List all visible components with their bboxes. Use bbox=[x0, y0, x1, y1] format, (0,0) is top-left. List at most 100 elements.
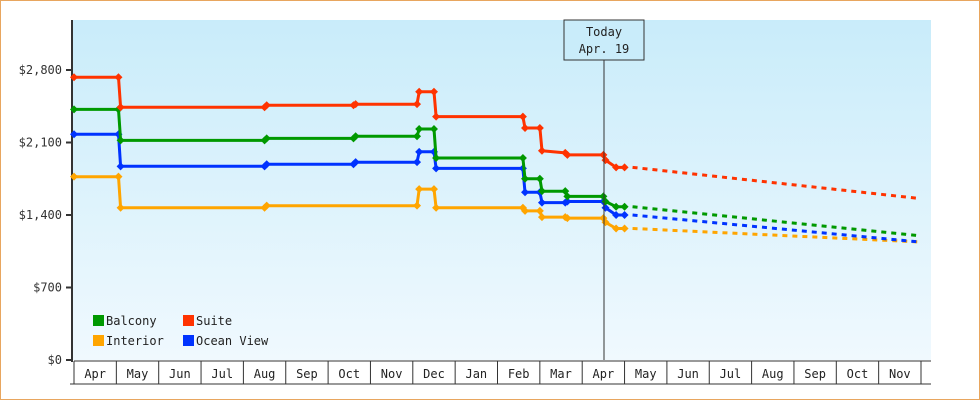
plot-area bbox=[72, 20, 931, 360]
x-month-label: Nov bbox=[889, 367, 911, 381]
data-point-marker[interactable] bbox=[620, 163, 629, 172]
x-month-label: Nov bbox=[381, 367, 403, 381]
x-month-label: May bbox=[635, 367, 657, 381]
y-tick-label: $2,800 bbox=[19, 63, 62, 77]
today-date: Apr. 19 bbox=[579, 42, 630, 56]
data-point-marker[interactable] bbox=[116, 162, 125, 171]
legend-item-interior[interactable]: Interior bbox=[93, 334, 164, 348]
data-point-marker[interactable] bbox=[432, 164, 441, 173]
legend-swatch bbox=[183, 315, 194, 326]
data-point-marker[interactable] bbox=[70, 105, 78, 114]
y-tick-label: $1,400 bbox=[19, 208, 62, 222]
x-month-label: Jul bbox=[720, 367, 742, 381]
legend-item-ocean-view[interactable]: Ocean View bbox=[183, 334, 269, 348]
forecast-line bbox=[632, 205, 920, 238]
data-point-marker[interactable] bbox=[413, 100, 422, 109]
data-point-marker[interactable] bbox=[351, 158, 360, 167]
data-point-marker[interactable] bbox=[563, 150, 572, 159]
forecast-line bbox=[632, 213, 920, 244]
x-month-label: Aug bbox=[254, 367, 276, 381]
data-point-marker[interactable] bbox=[432, 112, 441, 121]
series-lines bbox=[70, 73, 920, 244]
legend-item-balcony[interactable]: Balcony bbox=[93, 314, 157, 328]
data-point-marker[interactable] bbox=[612, 163, 621, 172]
data-point-marker[interactable] bbox=[262, 160, 271, 169]
data-point-marker[interactable] bbox=[620, 211, 629, 219]
data-point-marker[interactable] bbox=[415, 185, 424, 194]
today-label: Today bbox=[586, 25, 622, 39]
y-tick-label: $2,100 bbox=[19, 136, 62, 150]
data-point-marker[interactable] bbox=[114, 172, 123, 181]
data-point-marker[interactable] bbox=[415, 147, 424, 156]
data-point-marker[interactable] bbox=[535, 124, 544, 132]
legend-label: Interior bbox=[106, 334, 164, 348]
data-point-marker[interactable] bbox=[521, 174, 530, 183]
data-point-marker[interactable] bbox=[601, 203, 610, 212]
data-point-marker[interactable] bbox=[351, 100, 360, 109]
x-month-label: Mar bbox=[550, 367, 572, 381]
data-point-marker[interactable] bbox=[521, 206, 530, 215]
series-suite bbox=[70, 73, 920, 200]
data-point-marker[interactable] bbox=[415, 125, 424, 134]
data-point-marker[interactable] bbox=[563, 214, 572, 223]
data-point-marker[interactable] bbox=[415, 87, 424, 96]
data-point-marker[interactable] bbox=[537, 213, 546, 222]
data-point-marker[interactable] bbox=[601, 156, 610, 165]
data-point-marker[interactable] bbox=[413, 158, 422, 167]
data-point-marker[interactable] bbox=[70, 130, 78, 139]
data-point-marker[interactable] bbox=[116, 203, 125, 212]
data-point-marker[interactable] bbox=[429, 185, 438, 194]
y-axis: $0 $700 $1,400 $2,100 $2,800 bbox=[19, 20, 73, 367]
x-month-label: Apr bbox=[84, 367, 106, 381]
x-month-label: Dec bbox=[423, 367, 445, 381]
x-month-label: Aug bbox=[762, 367, 784, 381]
data-point-marker[interactable] bbox=[620, 224, 629, 233]
data-point-marker[interactable] bbox=[535, 206, 544, 215]
data-point-marker[interactable] bbox=[601, 197, 610, 206]
data-point-marker[interactable] bbox=[612, 202, 621, 211]
data-point-marker[interactable] bbox=[116, 103, 125, 112]
data-point-marker[interactable] bbox=[601, 218, 610, 227]
x-month-label: Sep bbox=[804, 367, 826, 381]
data-point-marker[interactable] bbox=[432, 203, 441, 212]
data-point-marker[interactable] bbox=[612, 224, 621, 233]
data-point-marker[interactable] bbox=[70, 73, 78, 82]
x-month-label: Jul bbox=[211, 367, 233, 381]
data-point-marker[interactable] bbox=[537, 198, 546, 207]
legend-swatch bbox=[93, 335, 104, 346]
data-point-marker[interactable] bbox=[521, 188, 530, 197]
x-axis: Apr May Jun Jul Aug Sep Oct Nov Dec Jan Feb Mar Apr M… bbox=[70, 360, 931, 385]
data-point-marker[interactable] bbox=[535, 174, 544, 183]
x-month-label: Jan bbox=[465, 367, 487, 381]
data-point-marker[interactable] bbox=[413, 132, 422, 141]
data-point-marker[interactable] bbox=[429, 125, 438, 134]
legend-swatch bbox=[93, 315, 104, 326]
data-point-marker[interactable] bbox=[413, 201, 422, 210]
data-point-marker[interactable] bbox=[563, 197, 572, 206]
data-point-marker[interactable] bbox=[70, 172, 78, 181]
legend-swatch bbox=[183, 335, 194, 346]
x-month-label: Oct bbox=[338, 367, 360, 381]
data-point-marker[interactable] bbox=[114, 73, 123, 82]
legend-label: Balcony bbox=[106, 314, 157, 328]
data-point-marker[interactable] bbox=[262, 134, 271, 143]
data-point-marker[interactable] bbox=[612, 211, 621, 219]
data-point-marker[interactable] bbox=[262, 101, 271, 110]
data-point-marker[interactable] bbox=[537, 146, 546, 155]
data-point-marker[interactable] bbox=[521, 124, 530, 132]
legend-label: Ocean View bbox=[196, 334, 269, 348]
data-point-marker[interactable] bbox=[351, 132, 360, 141]
series-interior bbox=[70, 172, 920, 244]
data-point-marker[interactable] bbox=[620, 202, 629, 211]
data-point-marker[interactable] bbox=[563, 192, 572, 201]
data-point-marker[interactable] bbox=[432, 154, 441, 163]
data-point-marker[interactable] bbox=[262, 201, 271, 210]
legend-item-suite[interactable]: Suite bbox=[183, 314, 232, 328]
data-point-marker[interactable] bbox=[537, 187, 546, 196]
data-point-marker[interactable] bbox=[518, 154, 527, 163]
data-point-marker[interactable] bbox=[429, 87, 438, 96]
data-point-marker[interactable] bbox=[518, 112, 527, 121]
x-month-label: Apr bbox=[593, 367, 615, 381]
data-point-marker[interactable] bbox=[116, 136, 125, 145]
